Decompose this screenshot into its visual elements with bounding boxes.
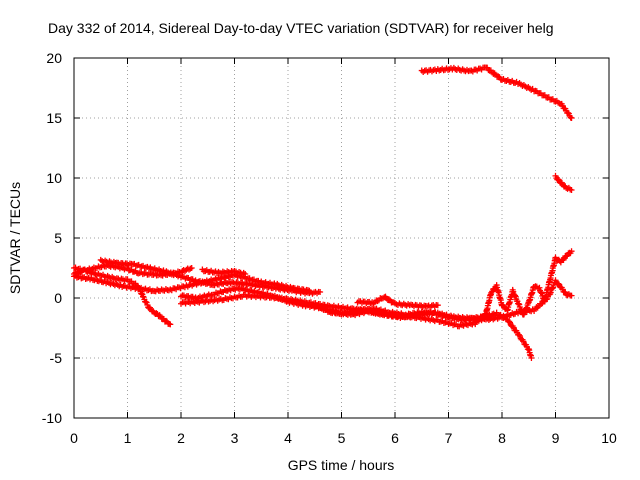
data-point: [555, 99, 562, 106]
data-point: [555, 280, 562, 287]
data-point: [317, 289, 324, 295]
x-tick-label: 9: [552, 430, 560, 446]
axes-layer: 0 1 2 3 4 5 6 7 8 9 10 -10 -5 0 5 10 15 20: [42, 50, 617, 446]
series-track-10: [418, 64, 575, 121]
y-tick-label: -10: [42, 410, 62, 426]
data-point: [564, 185, 571, 192]
y-tick-label: 15: [46, 110, 62, 126]
grid-layer: [74, 58, 609, 418]
x-tick-label: 10: [601, 430, 617, 446]
data-point: [131, 268, 138, 275]
y-tick-label: 5: [54, 230, 62, 246]
data-point: [506, 318, 513, 325]
series-track-7: [178, 277, 575, 330]
data-point: [167, 321, 174, 328]
data-point: [552, 98, 559, 105]
y-tick-label: 10: [46, 170, 62, 186]
x-tick-label: 6: [391, 430, 399, 446]
chart-title: Day 332 of 2014, Sidereal Day-to-day VTE…: [48, 20, 554, 36]
data-point: [188, 265, 195, 271]
y-axis-label: SDTVAR / TECUs: [7, 182, 23, 294]
x-tick-label: 7: [445, 430, 453, 446]
x-tick-label: 1: [124, 430, 132, 446]
x-tick-label: 2: [177, 430, 185, 446]
data-point: [370, 300, 377, 307]
x-tick-label: 3: [231, 430, 239, 446]
x-tick-label: 8: [498, 430, 506, 446]
data-point: [568, 187, 575, 193]
series-track-8: [311, 248, 575, 324]
data-point: [242, 271, 249, 277]
y-tick-label: 20: [46, 50, 62, 66]
data-layer: [71, 64, 575, 361]
data-point: [84, 268, 91, 275]
series-track-9: [354, 293, 441, 311]
data-point: [555, 176, 562, 183]
data-point: [434, 302, 441, 309]
data-point: [528, 355, 535, 361]
x-tick-label: 0: [70, 430, 78, 446]
y-tick-label: -5: [50, 350, 63, 366]
data-point: [515, 331, 522, 338]
x-tick-label: 4: [284, 430, 292, 446]
data-point: [153, 310, 160, 317]
data-point: [374, 298, 381, 305]
data-point: [488, 289, 495, 296]
data-point: [568, 115, 575, 121]
series-track-4: [71, 271, 313, 295]
data-point: [568, 248, 575, 255]
plot-frame: [73, 57, 610, 419]
data-point: [306, 287, 313, 294]
data-point: [386, 296, 393, 303]
series-track-3: [97, 256, 324, 297]
y-tick-label: 0: [54, 290, 62, 306]
data-point: [495, 73, 502, 80]
data-point: [568, 292, 575, 299]
data-point: [187, 265, 194, 272]
data-point: [564, 109, 571, 116]
x-tick-label: 5: [338, 430, 346, 446]
series-track-2: [71, 264, 174, 328]
series-track-5: [199, 266, 249, 278]
series-track-11: [552, 172, 575, 193]
data-point: [516, 332, 523, 339]
x-axis-label: GPS time / hours: [288, 457, 395, 473]
